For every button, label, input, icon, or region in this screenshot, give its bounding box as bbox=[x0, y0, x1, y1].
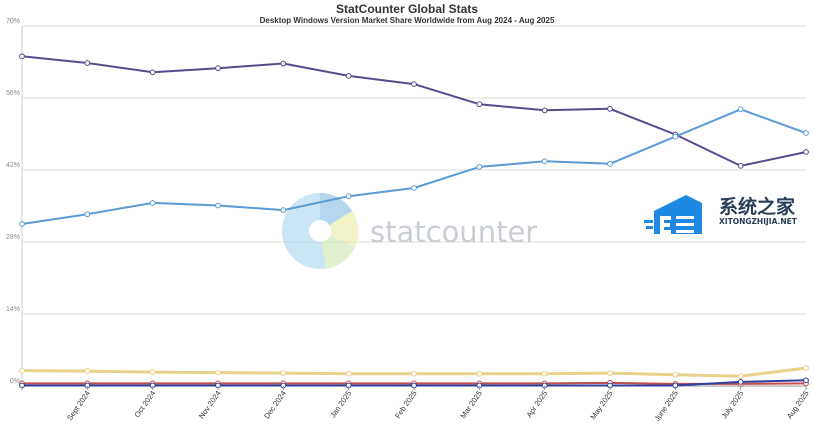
series-points bbox=[19, 53, 809, 389]
data-point[interactable] bbox=[541, 158, 548, 165]
x-tick-label: Aug 2025 bbox=[785, 389, 811, 420]
data-point[interactable] bbox=[19, 53, 25, 60]
statcounter-brand-text: statcounter bbox=[370, 215, 537, 249]
series-line bbox=[21, 55, 807, 167]
data-point[interactable] bbox=[737, 162, 744, 169]
x-tick-label: May 2025 bbox=[588, 389, 614, 421]
data-point[interactable] bbox=[541, 370, 548, 377]
x-tick-label: Jan 2025 bbox=[328, 389, 353, 419]
x-tick-label: Apr 2025 bbox=[524, 389, 549, 419]
y-axis-ticks: 0% 14% 28% 42% 56% 70% bbox=[6, 18, 20, 385]
data-point[interactable] bbox=[803, 377, 809, 384]
data-point[interactable] bbox=[607, 370, 613, 377]
data-point[interactable] bbox=[149, 200, 156, 206]
data-point[interactable] bbox=[280, 370, 287, 377]
data-point[interactable] bbox=[411, 81, 417, 88]
data-point[interactable] bbox=[476, 370, 483, 377]
data-point[interactable] bbox=[803, 149, 809, 155]
data-point[interactable] bbox=[19, 221, 25, 227]
chart-subtitle: Desktop Windows Version Market Share Wor… bbox=[259, 16, 555, 25]
data-point[interactable] bbox=[149, 369, 156, 376]
data-point[interactable] bbox=[84, 368, 91, 374]
chart-title: StatCounter Global Stats bbox=[335, 2, 478, 16]
data-point[interactable] bbox=[607, 105, 613, 112]
data-point[interactable] bbox=[345, 193, 352, 200]
data-point[interactable] bbox=[19, 367, 25, 374]
site-url: XITONGZHIJIA.NET bbox=[719, 217, 798, 226]
data-point[interactable] bbox=[737, 373, 744, 380]
x-tick-label: July 2025 bbox=[720, 389, 746, 420]
data-point[interactable] bbox=[84, 211, 91, 218]
data-point[interactable] bbox=[737, 106, 744, 113]
statcounter-logo-icon bbox=[282, 193, 359, 269]
data-point[interactable] bbox=[280, 60, 287, 67]
data-point[interactable] bbox=[84, 60, 91, 66]
data-point[interactable] bbox=[411, 185, 417, 191]
y-tick-label: 14% bbox=[6, 306, 20, 313]
data-point[interactable] bbox=[215, 65, 221, 72]
x-tick-label: Nov 2024 bbox=[197, 389, 223, 420]
statcounter-watermark: statcounter bbox=[282, 193, 537, 269]
data-point[interactable] bbox=[737, 378, 744, 385]
data-point[interactable] bbox=[476, 101, 483, 108]
data-point[interactable] bbox=[803, 130, 809, 136]
data-point[interactable] bbox=[345, 72, 352, 79]
data-point[interactable] bbox=[607, 160, 613, 167]
site-watermark: 系统之家 XITONGZHIJIA.NET XITONGZHIJIA.NET bbox=[644, 195, 798, 234]
x-tick-label: Oct 2024 bbox=[132, 389, 157, 419]
x-tick-label: Sept 2024 bbox=[65, 389, 92, 422]
data-point[interactable] bbox=[280, 207, 287, 214]
data-point[interactable] bbox=[672, 133, 679, 140]
data-point[interactable] bbox=[215, 369, 221, 376]
data-point[interactable] bbox=[541, 107, 548, 114]
y-tick-label: 28% bbox=[6, 234, 20, 241]
x-tick-label: Dec 2024 bbox=[262, 389, 288, 420]
house-logo-icon bbox=[644, 195, 702, 234]
data-point[interactable] bbox=[803, 365, 809, 371]
x-tick-label: Feb 2025 bbox=[393, 389, 419, 420]
y-tick-label: 42% bbox=[6, 162, 20, 169]
x-tick-label: June 2025 bbox=[652, 389, 679, 423]
y-tick-label: 70% bbox=[6, 18, 20, 25]
data-point[interactable] bbox=[476, 164, 483, 170]
x-tick-label: Mar 2025 bbox=[458, 389, 484, 420]
data-point[interactable] bbox=[411, 370, 417, 377]
y-tick-label: 0% bbox=[10, 378, 20, 385]
data-point[interactable] bbox=[215, 202, 221, 209]
x-axis-ticks: Sept 2024 Oct 2024 Nov 2024 Dec 2024 Jan 202… bbox=[21, 386, 811, 423]
data-point[interactable] bbox=[149, 69, 156, 76]
site-name: 系统之家 bbox=[719, 195, 796, 218]
y-tick-label: 56% bbox=[6, 90, 20, 97]
data-point[interactable] bbox=[672, 371, 679, 378]
data-point[interactable] bbox=[345, 370, 352, 377]
